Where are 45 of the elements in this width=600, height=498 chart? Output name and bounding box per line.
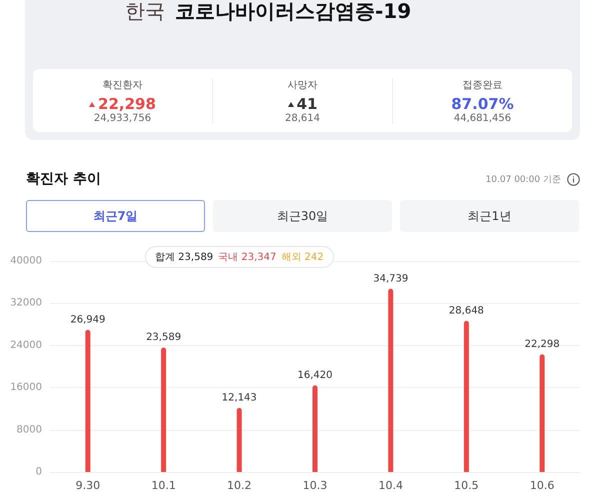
text: 44,681,456 xyxy=(452,112,512,124)
text: 24,933,756 xyxy=(92,112,152,124)
text: 확진환자 xyxy=(102,78,144,92)
data-label: 26,949 xyxy=(70,314,106,326)
text: 28,614 xyxy=(284,112,321,124)
y-tick-label: 40000 xyxy=(10,256,42,266)
bar xyxy=(236,408,242,472)
text: 최근30일 xyxy=(213,200,392,232)
data-label: 12,143 xyxy=(222,392,257,404)
text: 사망자 xyxy=(286,78,318,92)
text: 최근7일 xyxy=(26,200,205,232)
text: 87.07% xyxy=(450,94,515,112)
data-label: 16,420 xyxy=(298,370,332,381)
x-tick-label: 10.5 xyxy=(454,479,479,492)
x-tick-label: 9.30 xyxy=(76,479,100,492)
bar xyxy=(161,348,166,472)
bar xyxy=(464,320,469,472)
data-label: 23,589 xyxy=(146,332,182,344)
y-tick-label: 8000 xyxy=(16,424,42,436)
data-label: 22,298 xyxy=(524,338,560,350)
data-label: 28,648 xyxy=(448,305,484,316)
y-tick-label: 16000 xyxy=(10,382,42,394)
chart-subtitle: 확진자 추이 xyxy=(26,170,101,188)
text: 22,298 xyxy=(97,94,157,112)
x-tick-label: 10.6 xyxy=(530,479,554,492)
x-tick-label: 10.1 xyxy=(151,479,176,492)
bar xyxy=(388,288,394,472)
text: 10.07 00:00 기준 xyxy=(486,174,561,186)
x-tick-label: 10.4 xyxy=(378,479,403,492)
annotation: 해외 242 xyxy=(281,251,324,264)
text: 접종완료 xyxy=(462,78,504,92)
bar xyxy=(540,354,545,472)
x-tick-label: 10.2 xyxy=(227,479,252,492)
chart-title: 한국 코로나바이러스감염증-19 xyxy=(125,0,412,23)
y-tick-label: 24000 xyxy=(10,340,42,351)
y-tick-label: 0 xyxy=(36,466,42,478)
bar xyxy=(312,385,318,472)
annotation: 국내 23,347 xyxy=(218,251,276,264)
annotation: 합계 23,589 xyxy=(155,251,214,264)
data-label: 34,739 xyxy=(373,273,408,284)
text: 41 xyxy=(296,94,318,112)
bar xyxy=(85,330,90,472)
x-tick-label: 10.3 xyxy=(302,479,328,492)
y-tick-label: 32000 xyxy=(10,298,42,309)
text: 최근1년 xyxy=(400,200,579,232)
